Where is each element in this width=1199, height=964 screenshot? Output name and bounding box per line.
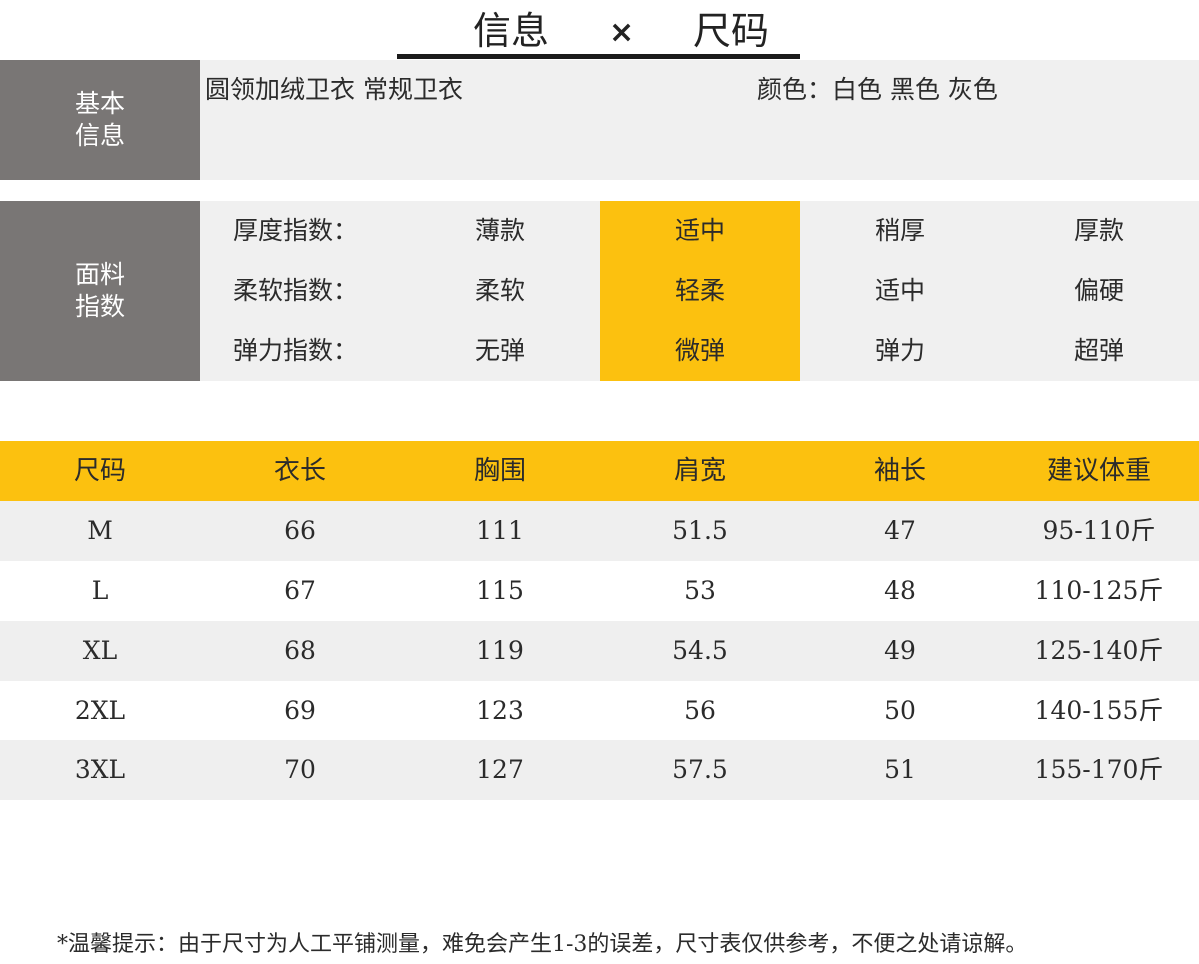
fabric-option: 适中 xyxy=(874,276,925,305)
fabric-option: 无弹 xyxy=(474,336,525,365)
header-size: 尺码 xyxy=(73,456,126,486)
cell-sleeve: 49 xyxy=(884,636,916,665)
page-header: 信息 × 尺码 xyxy=(0,0,1199,60)
cell-sleeve: 48 xyxy=(884,576,916,605)
cell-shoulder: 56 xyxy=(684,696,716,725)
fabric-option: 稍厚 xyxy=(874,216,925,245)
header-sleeve: 袖长 xyxy=(873,456,926,486)
cell-chest: 123 xyxy=(476,696,524,725)
basic-info-label: 基本信息 xyxy=(0,60,200,180)
cell-shoulder: 53 xyxy=(684,576,716,605)
fabric-option: 柔软 xyxy=(474,276,525,305)
header-length: 衣长 xyxy=(273,456,326,486)
fabric-key-thickness: 厚度指数： xyxy=(233,216,359,245)
table-row: L 67 115 53 48 110-125斤 xyxy=(0,561,1199,621)
selected-option-highlight xyxy=(600,201,800,381)
table-row: M 66 111 51.5 47 95-110斤 xyxy=(0,501,1199,561)
fabric-index-section: 面料指数 厚度指数： 薄款 适中 稍厚 厚款 柔软指数： 柔软 轻柔 适中 偏硬… xyxy=(0,201,1199,381)
product-colors: 颜色：白色 黑色 灰色 xyxy=(757,75,998,104)
cell-length: 69 xyxy=(284,696,316,725)
cell-weight: 110-125斤 xyxy=(1034,576,1164,605)
fabric-option-selected: 微弹 xyxy=(674,336,725,365)
fabric-option-selected: 轻柔 xyxy=(674,276,725,305)
cell-chest: 119 xyxy=(476,636,524,665)
fabric-option: 超弹 xyxy=(1073,336,1124,365)
fabric-key-elasticity: 弹力指数： xyxy=(233,336,359,365)
cell-size: M xyxy=(87,516,113,545)
fabric-option: 厚款 xyxy=(1073,216,1124,245)
header-shoulder: 肩宽 xyxy=(673,456,726,486)
cell-chest: 115 xyxy=(476,576,524,605)
cell-shoulder: 54.5 xyxy=(672,636,728,665)
cell-size: XL xyxy=(82,636,118,665)
title-underline xyxy=(397,54,800,59)
cell-length: 66 xyxy=(284,516,316,545)
table-row: 2XL 69 123 56 50 140-155斤 xyxy=(0,681,1199,741)
cell-sleeve: 51 xyxy=(884,755,916,784)
fabric-option: 薄款 xyxy=(474,216,525,245)
cell-length: 67 xyxy=(284,576,316,605)
cell-shoulder: 57.5 xyxy=(672,755,728,784)
cell-chest: 111 xyxy=(476,516,524,545)
cell-weight: 140-155斤 xyxy=(1034,696,1164,725)
fabric-option: 偏硬 xyxy=(1073,276,1124,305)
cell-length: 68 xyxy=(284,636,316,665)
header-chest: 胸围 xyxy=(473,456,526,486)
fabric-index-label: 面料指数 xyxy=(0,201,200,381)
basic-info-section: 基本信息 xyxy=(0,60,1199,180)
title-size: 尺码 xyxy=(693,9,770,53)
fabric-key-softness: 柔软指数： xyxy=(233,276,359,305)
product-name: 圆领加绒卫衣 常规卫衣 xyxy=(205,75,463,104)
title-separator: × xyxy=(609,15,635,50)
size-table-header: 尺码 衣长 胸围 肩宽 袖长 建议体重 xyxy=(0,441,1199,501)
cell-length: 70 xyxy=(284,755,316,784)
header-weight: 建议体重 xyxy=(1046,456,1151,486)
title-info: 信息 xyxy=(473,9,550,53)
table-row: XL 68 119 54.5 49 125-140斤 xyxy=(0,621,1199,681)
table-row: 3XL 70 127 57.5 51 155-170斤 xyxy=(0,740,1199,800)
fabric-option-selected: 适中 xyxy=(674,216,725,245)
cell-size: 2XL xyxy=(74,696,126,725)
cell-weight: 125-140斤 xyxy=(1034,636,1164,665)
cell-shoulder: 51.5 xyxy=(672,516,728,545)
measurement-note: *温馨提示：由于尺寸为人工平铺测量，难免会产生1-3的误差，尺寸表仅供参考，不便… xyxy=(57,932,1028,957)
cell-sleeve: 47 xyxy=(884,516,916,545)
cell-size: L xyxy=(91,576,109,605)
cell-weight: 155-170斤 xyxy=(1034,755,1164,784)
cell-weight: 95-110斤 xyxy=(1042,516,1156,545)
cell-size: 3XL xyxy=(74,755,126,784)
cell-chest: 127 xyxy=(476,755,524,784)
cell-sleeve: 50 xyxy=(884,696,916,725)
fabric-option: 弹力 xyxy=(874,336,925,365)
